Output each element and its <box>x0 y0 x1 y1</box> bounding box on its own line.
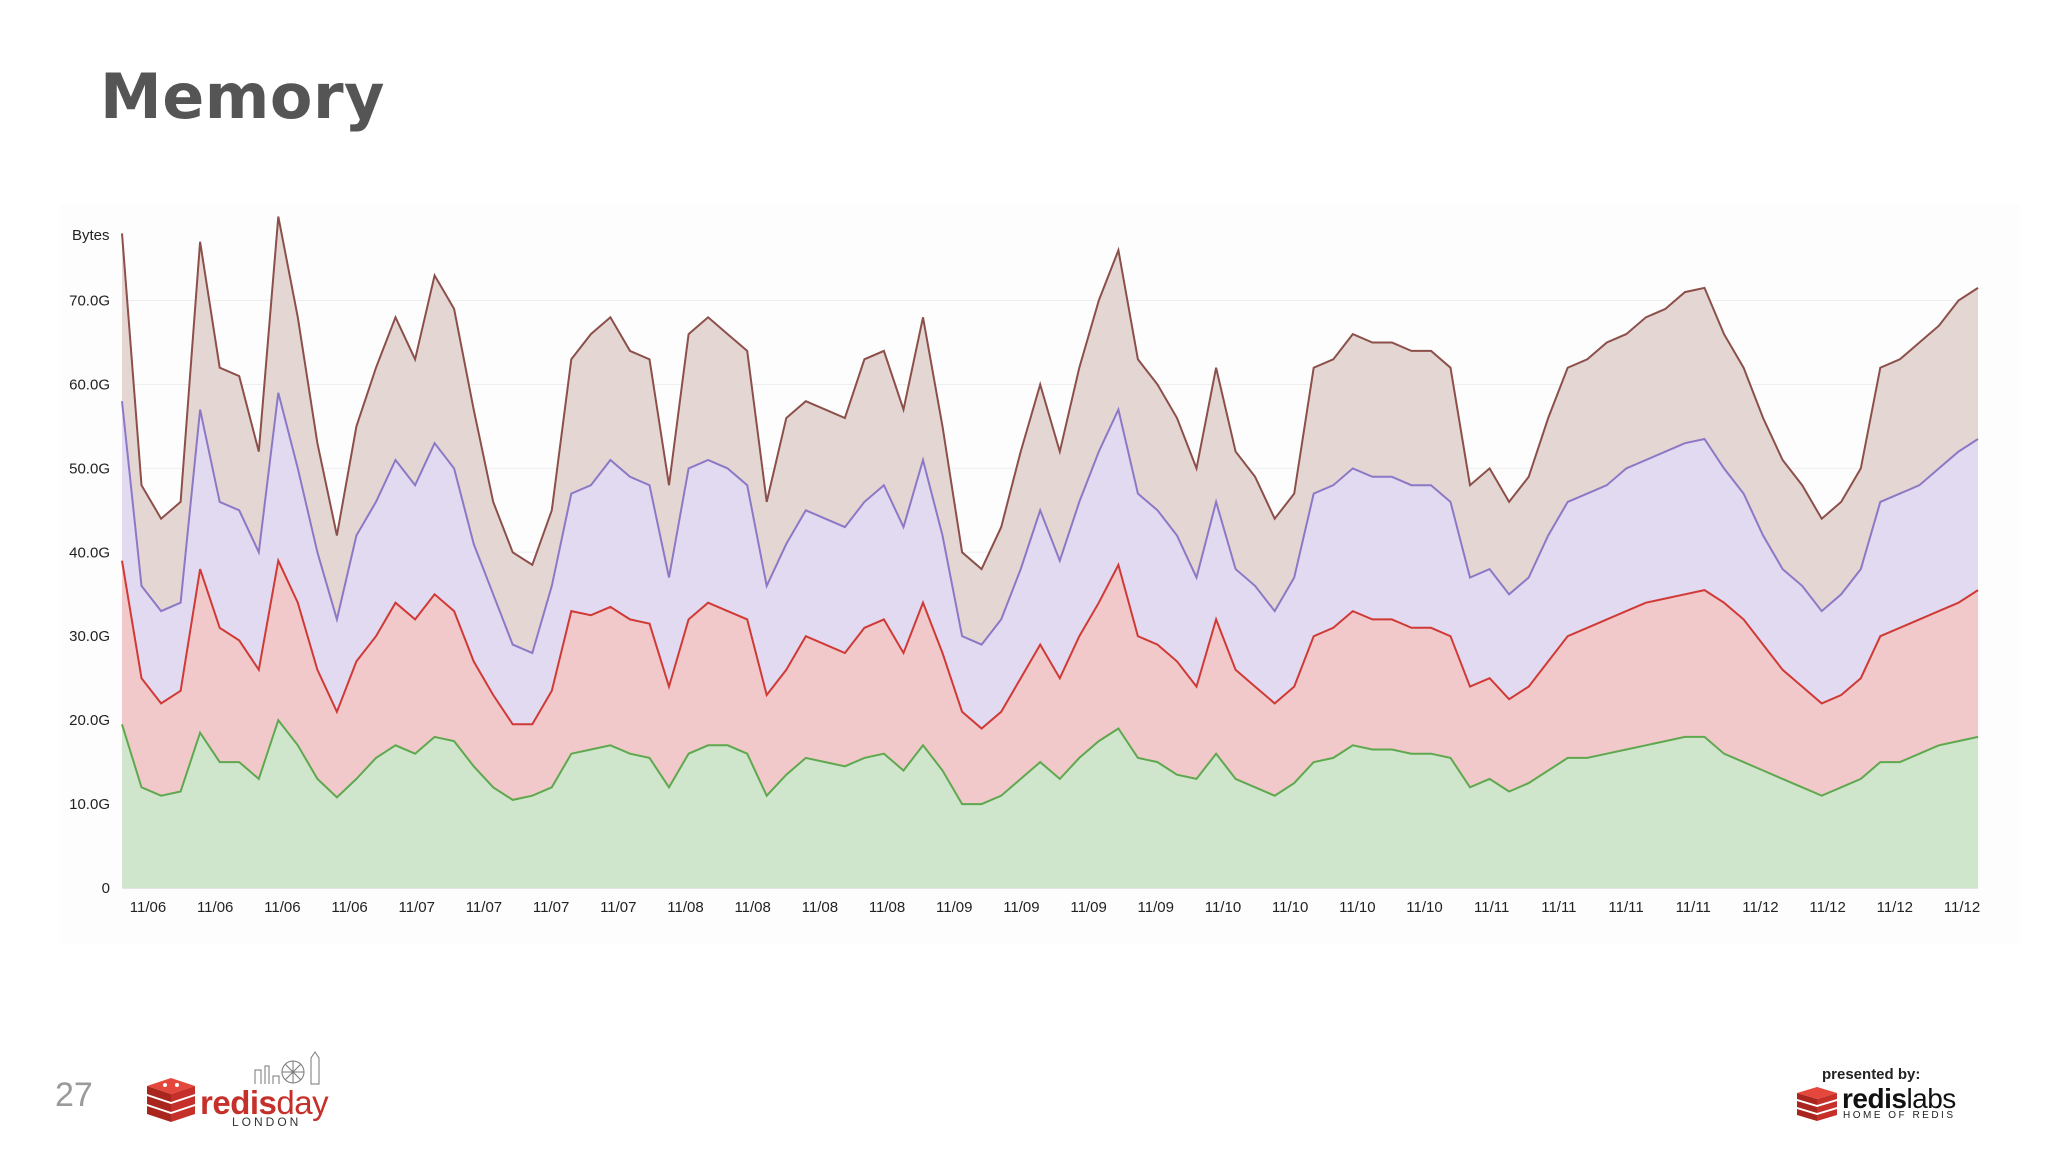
x-tick-label: 11/09 <box>1003 899 1039 916</box>
redisday-wordmark: redisday <box>200 1084 329 1122</box>
y-tick-label: 30.0G <box>69 628 110 645</box>
memory-stacked-area-chart: 0 10.0G 20.0G 30.0G 40.0G 50.0G 60.0G 70.0G 11/0… <box>60 205 2020 945</box>
x-tick-label: 11/08 <box>667 899 703 916</box>
x-tick-label: 11/09 <box>936 899 972 916</box>
x-tick-label: 11/11 <box>1676 899 1711 916</box>
x-tick-label: 11/10 <box>1272 899 1308 916</box>
x-tick-label: 11/09 <box>1070 899 1106 916</box>
y-tick-label: 50.0G <box>69 460 110 477</box>
redislabs-word1: redis <box>1842 1083 1907 1114</box>
x-tick-label: 11/10 <box>1205 899 1241 916</box>
x-tick-label: 11/11 <box>1608 899 1643 916</box>
y-tick-label: 70.0G <box>69 293 110 310</box>
series-3-line <box>121 392 1979 655</box>
series-2-line <box>121 557 1979 730</box>
x-tick-label: 11/09 <box>1138 899 1174 916</box>
chart-svg: 0 10.0G 20.0G 30.0G 40.0G 50.0G 60.0G 70.0G 11/0… <box>69 216 1980 916</box>
x-tick-label: 11/11 <box>1474 899 1509 916</box>
presented-by-label: presented by: <box>1822 1066 1921 1083</box>
x-tick-label: 11/07 <box>466 899 502 916</box>
page-number: 27 <box>55 1076 93 1114</box>
x-tick-label: 11/12 <box>1877 899 1913 916</box>
x-tick-label: 11/07 <box>399 899 435 916</box>
x-tick-label: 11/10 <box>1339 899 1375 916</box>
x-tick-label: 11/07 <box>600 899 636 916</box>
x-tick-label: 11/12 <box>1944 899 1980 916</box>
area-layer <box>121 216 1979 889</box>
redisday-city: LONDON <box>232 1115 302 1129</box>
london-skyline-icon <box>254 1051 320 1085</box>
x-tick-label: 11/08 <box>802 899 838 916</box>
y-axis-title: Bytes <box>72 227 110 244</box>
series-1-line <box>121 718 1979 806</box>
redislabs-word2: labs <box>1906 1083 1956 1114</box>
series-1-area <box>122 720 1978 888</box>
redisday-word2: day <box>276 1084 329 1121</box>
x-tick-label: 11/06 <box>197 899 233 916</box>
series-4-line <box>121 216 1979 571</box>
x-tick-label: 11/07 <box>533 899 569 916</box>
x-tick-label: 11/08 <box>869 899 905 916</box>
x-tick-label: 11/10 <box>1406 899 1442 916</box>
redislabs-tagline: HOME OF REDIS <box>1843 1110 1956 1121</box>
x-tick-label: 11/06 <box>331 899 367 916</box>
x-tick-label: 11/12 <box>1809 899 1845 916</box>
redisday-logo <box>147 1051 320 1122</box>
y-tick-label: 60.0G <box>69 376 110 393</box>
x-tick-label: 11/11 <box>1541 899 1576 916</box>
redislabs-wordmark: redislabs <box>1842 1083 1956 1115</box>
y-tick-label: 10.0G <box>69 796 110 813</box>
redis-cube-icon <box>1797 1087 1837 1121</box>
slide-title: Memory <box>100 60 385 133</box>
redis-cube-icon <box>147 1078 195 1122</box>
y-tick-label: 20.0G <box>69 712 110 729</box>
x-tick-label: 11/06 <box>130 899 166 916</box>
y-tick-label: 40.0G <box>69 544 110 561</box>
y-tick-label: 0 <box>102 880 110 897</box>
x-tick-label: 11/12 <box>1742 899 1778 916</box>
x-tick-label: 11/08 <box>734 899 770 916</box>
redisday-word1: redis <box>200 1084 277 1121</box>
x-tick-label: 11/06 <box>264 899 300 916</box>
axis-layer: 0 10.0G 20.0G 30.0G 40.0G 50.0G 60.0G 70.0G 11/0… <box>69 293 1980 916</box>
